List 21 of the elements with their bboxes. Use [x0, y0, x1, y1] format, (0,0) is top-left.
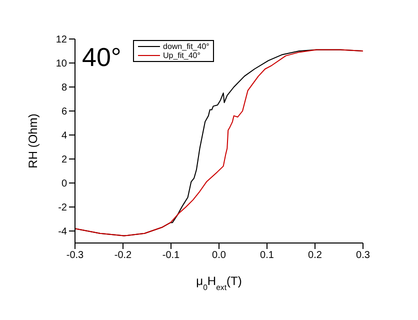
y-tick-label: 12 [56, 34, 68, 46]
y-tick-label: 4 [61, 130, 68, 142]
x-tick-label: 0.1 [260, 250, 274, 262]
legend-label: Up_fit_40° [163, 51, 200, 60]
x-tick-label: -0.3 [66, 250, 84, 262]
y-tick-label: 10 [56, 58, 68, 70]
y-tick-label: 2 [61, 154, 68, 166]
y-tick-label: 8 [61, 82, 68, 94]
y-axis-title: RH (Ohm) [26, 114, 40, 168]
x-tick-label: 0.3 [356, 250, 370, 262]
x-tick-label: -0.2 [114, 250, 132, 262]
x-axis-title: μ$_{0}$H$_{ext}$(T) [196, 274, 242, 292]
x-tick-label: 0.2 [308, 250, 322, 262]
x-tick-label: 0.0 [212, 250, 226, 262]
y-tick-label: 6 [61, 106, 68, 118]
x-tick-label: -0.1 [162, 250, 180, 262]
legend-label: down_fit_40° [163, 42, 210, 51]
y-tick-label: -4 [58, 226, 68, 238]
y-tick-label: 0 [61, 178, 68, 190]
y-tick-label: -2 [58, 202, 68, 214]
annotation: 40° [82, 42, 122, 72]
